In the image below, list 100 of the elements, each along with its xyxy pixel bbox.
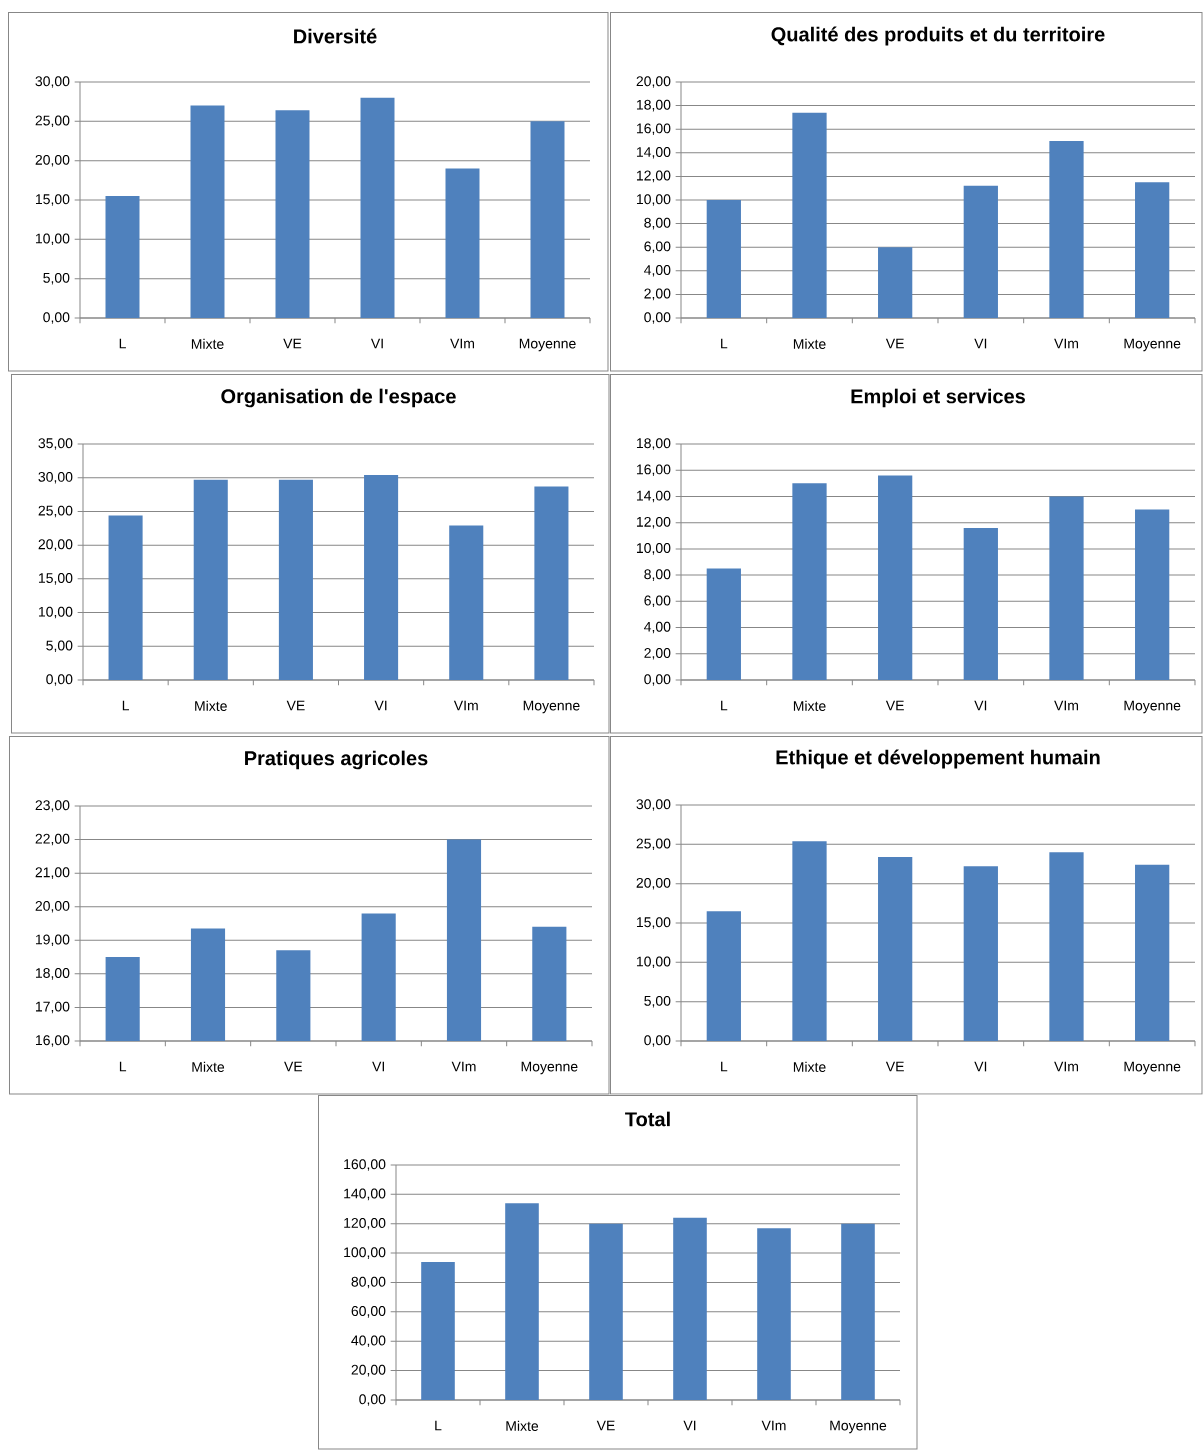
bar <box>963 527 998 680</box>
bar <box>108 515 143 680</box>
bar <box>1049 496 1084 680</box>
y-tick-label: 25,00 <box>35 115 70 128</box>
y-tick-label: 5,00 <box>46 640 73 653</box>
y-tick-label: 20,00 <box>38 539 73 551</box>
bar <box>757 1228 791 1400</box>
y-tick-label: 17,00 <box>35 1001 70 1014</box>
x-tick-label: VE <box>596 1420 615 1431</box>
bar <box>278 479 313 680</box>
bar <box>673 1217 707 1400</box>
y-tick-label: 10,00 <box>636 194 671 206</box>
x-tick-label: VI <box>374 700 387 711</box>
x-tick-label: Mixte <box>793 700 826 711</box>
bar <box>706 199 741 318</box>
bar <box>706 911 741 1041</box>
y-tick-label: 30,00 <box>636 799 671 811</box>
y-tick-label: 4,00 <box>644 621 671 634</box>
y-tick-label: 35,00 <box>38 438 73 450</box>
y-tick-label: 22,00 <box>35 833 70 846</box>
y-tick-label: 0,00 <box>644 674 671 686</box>
y-tick-label: 18,00 <box>636 99 671 112</box>
y-tick-label: 140,00 <box>344 1188 386 1201</box>
x-tick-label: VE <box>885 338 904 349</box>
y-tick-label: 30,00 <box>38 471 73 484</box>
x-tick-label: VE <box>885 1061 904 1072</box>
x-tick-label: Moyenne <box>830 1420 887 1434</box>
x-tick-label: VIm <box>1054 700 1078 711</box>
x-tick-label: VI <box>974 700 987 711</box>
bar <box>589 1223 623 1400</box>
y-tick-label: 80,00 <box>351 1276 386 1289</box>
bar <box>1049 852 1084 1041</box>
y-tick-label: 60,00 <box>351 1306 386 1318</box>
x-tick-label: L <box>435 1420 442 1431</box>
y-tick-label: 25,00 <box>636 838 671 851</box>
x-tick-label: Mixte <box>793 338 826 349</box>
y-tick-label: 18,00 <box>636 438 671 450</box>
x-tick-label: VI <box>683 1420 696 1431</box>
y-tick-label: 8,00 <box>644 217 671 230</box>
x-tick-label: VI <box>974 1061 987 1072</box>
x-tick-label: VIm <box>453 700 478 711</box>
x-tick-label: L <box>119 1061 127 1072</box>
x-tick-label: VE <box>284 1061 303 1072</box>
y-tick-label: 20,00 <box>351 1364 386 1377</box>
chart-title: Pratiques agricoles <box>245 750 428 770</box>
y-tick-label: 10,00 <box>636 956 671 969</box>
y-tick-label: 20,00 <box>636 877 671 890</box>
bar <box>505 1203 539 1400</box>
bar <box>1135 182 1170 318</box>
y-tick-label: 40,00 <box>351 1335 386 1348</box>
x-tick-label: L <box>122 700 130 711</box>
y-tick-label: 0,00 <box>43 312 70 324</box>
y-tick-label: 160,00 <box>344 1159 386 1171</box>
y-tick-label: 0,00 <box>644 312 671 324</box>
y-tick-label: 18,00 <box>35 968 70 980</box>
bar <box>193 479 228 680</box>
chart-title: Qualité des produits et du territoire <box>771 26 1105 46</box>
y-tick-label: 12,00 <box>636 516 671 529</box>
bar <box>792 112 827 318</box>
y-tick-label: 15,00 <box>38 573 73 585</box>
y-tick-label: 5,00 <box>644 995 671 1008</box>
x-tick-label: Moyenne <box>519 338 576 352</box>
y-tick-label: 12,00 <box>636 170 671 183</box>
y-tick-label: 0,00 <box>644 1035 671 1047</box>
x-tick-label: VI <box>370 338 383 349</box>
y-tick-label: 4,00 <box>644 265 671 277</box>
bar <box>963 185 998 318</box>
y-tick-label: 15,00 <box>35 194 70 206</box>
y-tick-label: 5,00 <box>43 272 70 285</box>
y-tick-label: 25,00 <box>38 505 73 518</box>
x-tick-label: VIm <box>1054 338 1078 349</box>
y-tick-label: 0,00 <box>46 674 73 686</box>
bar <box>534 486 569 680</box>
y-tick-label: 0,00 <box>359 1394 386 1406</box>
y-tick-label: 16,00 <box>35 1035 70 1047</box>
bar <box>878 247 913 318</box>
x-tick-label: L <box>721 338 728 349</box>
x-tick-label: L <box>721 1061 728 1072</box>
y-tick-label: 2,00 <box>644 648 671 660</box>
bar <box>530 121 565 318</box>
x-tick-label: Moyenne <box>521 1061 578 1075</box>
bar <box>792 841 827 1041</box>
y-tick-label: 14,00 <box>636 147 671 159</box>
y-tick-label: 10,00 <box>636 543 671 555</box>
y-tick-label: 19,00 <box>35 934 70 947</box>
y-tick-label: 120,00 <box>344 1217 386 1230</box>
x-tick-label: Moyenne <box>1124 338 1181 352</box>
x-tick-label: VIm <box>451 1061 476 1072</box>
bar <box>792 483 827 680</box>
bar <box>360 97 395 318</box>
bar <box>878 856 913 1041</box>
y-tick-label: 30,00 <box>35 76 70 88</box>
x-tick-label: Mixte <box>191 338 224 349</box>
y-tick-label: 20,00 <box>636 76 671 88</box>
bar <box>1135 864 1170 1041</box>
x-tick-label: VI <box>372 1061 384 1072</box>
bar <box>445 168 480 318</box>
chart-title: Emploi et services <box>851 388 1025 408</box>
x-tick-label: Moyenne <box>523 700 580 714</box>
x-tick-label: Mixte <box>506 1420 539 1431</box>
